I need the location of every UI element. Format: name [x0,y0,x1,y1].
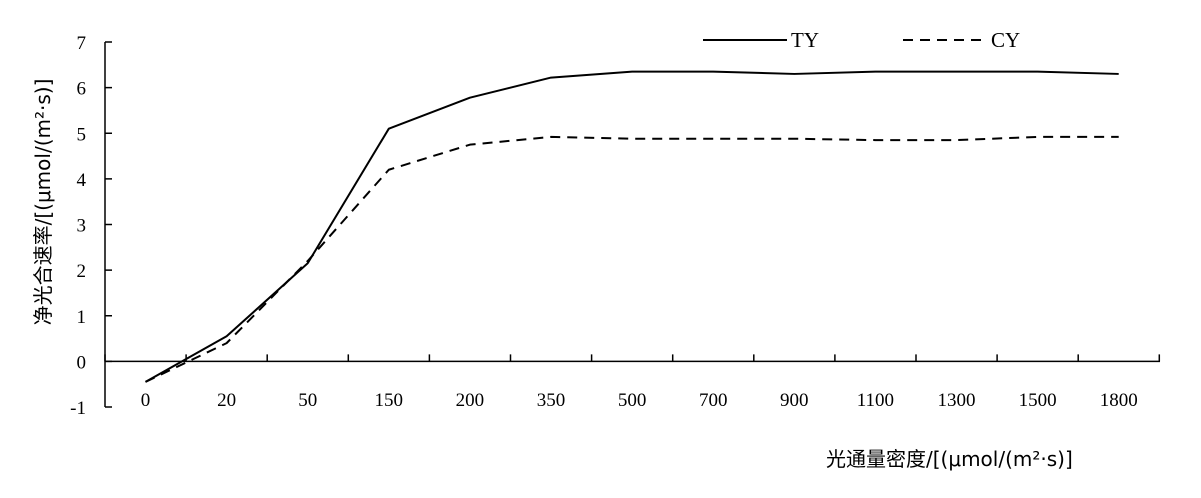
y-axis: -1 0 1 2 3 4 5 6 7 [70,33,112,419]
x-tick-label: 150 [375,390,404,411]
y-tick-label: 5 [77,124,87,145]
y-tick-label: 2 [77,261,87,282]
x-tick-label: 1500 [1019,390,1057,411]
series-line-ty [145,70,1119,383]
y-axis-title: 净光合速率/[(μmol/(m²·s)] [31,79,55,326]
y-tick-label: 0 [77,352,87,373]
x-tick-label: 50 [298,390,317,411]
x-tick-label: 20 [217,390,236,411]
x-tick-label: 1800 [1100,390,1138,411]
x-tick-label: 200 [456,390,485,411]
y-tick-label: 6 [77,79,87,100]
series-lines [145,70,1119,383]
x-axis-title: 光通量密度/[(μmol/(m²·s)] [826,447,1073,471]
x-tick-label: 0 [141,390,151,411]
legend-label-ty: TY [791,28,819,52]
x-tick-label: 700 [699,390,728,411]
y-tick-label: 4 [77,170,87,191]
x-tick-label: 1100 [857,390,894,411]
series-line-cy [145,135,1119,383]
x-axis: 0 20 50 150 200 350 500 700 900 1100 1300 1500 1800 [104,354,1161,411]
y-tick-label: 7 [77,33,87,54]
y-tick-label: 3 [77,216,87,237]
legend: TY CY [703,28,1020,52]
x-tick-label: 500 [618,390,647,411]
x-tick-label: 350 [537,390,566,411]
legend-label-cy: CY [991,28,1020,52]
y-tick-label: -1 [70,398,86,419]
x-tick-label: 1300 [938,390,976,411]
x-tick-label: 900 [780,390,809,411]
y-tick-label: 1 [77,307,87,328]
